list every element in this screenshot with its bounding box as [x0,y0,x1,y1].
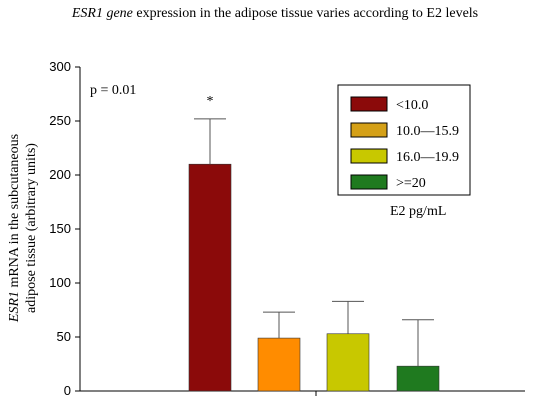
svg-text:ESR1 mRNA in the subcutaneous: ESR1 mRNA in the subcutaneous [7,134,22,323]
error-bars [194,118,434,367]
y-tick-label-3: 150 [49,221,71,236]
legend-swatch-1 [350,122,388,138]
legend-swatch-3 [350,174,388,190]
legend-label-0: <10.0 [396,98,428,113]
bar-3 [396,365,440,392]
legend: <10.0 10.0—15.9 16.0—19.9 >=20 [337,84,471,196]
legend-label-2: 16.0—19.9 [396,150,459,165]
p-value-annotation: p = 0.01 [90,83,136,98]
legend-swatch-2 [350,148,388,164]
legend-label-3: >=20 [396,176,426,191]
legend-swatch-0 [350,96,388,112]
y-tick-label-5: 250 [49,113,71,128]
y-tick-label-0: 0 [64,383,71,398]
significance-marker: * [207,94,214,109]
y-axis-label-line1: mRNA in the subcutaneous [7,134,22,291]
chart-title-italic: ESR1 gene [71,6,133,21]
bar-0 [188,163,232,392]
legend-label-1: 10.0—15.9 [396,124,459,139]
y-axis-label: ESR1 mRNA in the subcutaneous adipose ti… [7,134,39,323]
y-tick-label-1: 50 [57,329,71,344]
y-tick-label-6: 300 [49,59,71,74]
bar-1 [257,337,301,392]
y-axis-label-line2: adipose tissue (arbitrary units) [24,143,39,313]
bars [188,163,440,392]
y-tick-label-2: 100 [49,275,71,290]
chart-title-rest: expression in the adipose tissue varies … [133,6,478,21]
legend-items: <10.0 10.0—15.9 16.0—19.9 >=20 [350,96,459,191]
y-axis-label-italic: ESR1 [7,291,22,323]
bar-2 [326,333,370,392]
legend-title: E2 pg/mL [390,204,446,219]
y-ticks: 0 50 100 150 200 250 300 [49,59,80,398]
chart-title: ESR1 gene expression in the adipose tiss… [71,6,478,21]
y-tick-label-4: 200 [49,167,71,182]
